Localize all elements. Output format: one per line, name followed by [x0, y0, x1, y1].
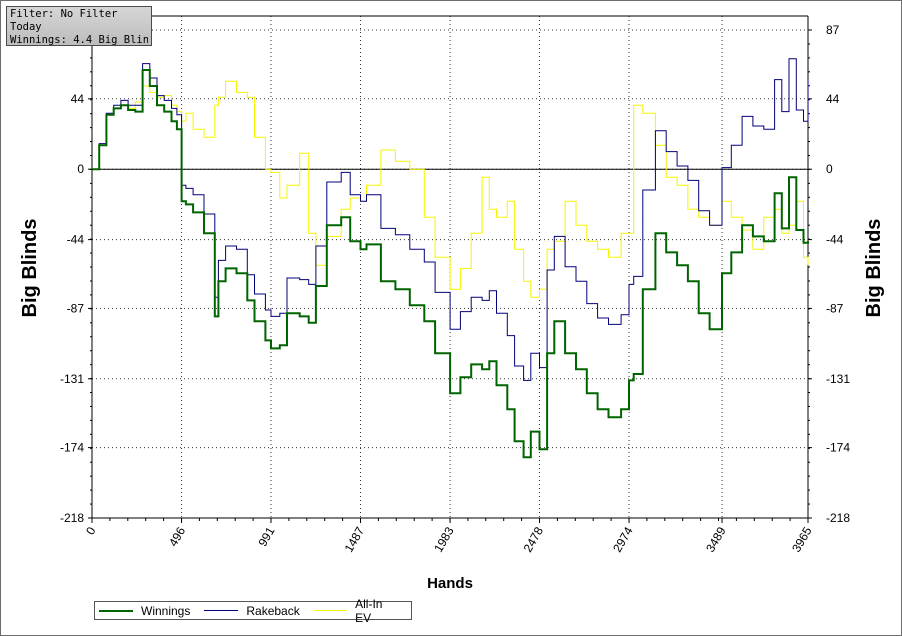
- y-tick-label-left: -131: [60, 372, 84, 386]
- x-tick-label: 3965: [789, 524, 815, 554]
- legend-swatch-winnings: [99, 609, 133, 612]
- winnings-summary: Winnings: 4.4 Big Blinds: [10, 34, 148, 46]
- y-tick-label-left: 44: [71, 92, 85, 106]
- legend-label-winnings: Winnings: [141, 603, 191, 618]
- y-tick-label-left: -218: [60, 511, 84, 525]
- legend-item-allin-ev: All-In EV: [313, 596, 401, 625]
- legend-swatch-rakeback: [204, 610, 239, 611]
- series-line-allin-ev: [92, 80, 809, 298]
- x-tick-label: 1983: [431, 524, 457, 554]
- legend-item-rakeback: Rakeback: [204, 603, 300, 618]
- legend-item-winnings: Winnings: [99, 604, 190, 618]
- y-tick-label-right: 44: [826, 92, 840, 106]
- legend: Winnings Rakeback All-In EV: [94, 597, 412, 625]
- x-tick-label: 0: [83, 524, 99, 537]
- x-axis-title: Hands: [427, 575, 473, 592]
- series-line-rakeback: [92, 58, 809, 381]
- x-tick-label: 2478: [521, 524, 547, 554]
- x-tick-label: 1487: [342, 524, 368, 554]
- x-tick-label: 2974: [610, 524, 636, 554]
- y-tick-label-right: -44: [826, 233, 844, 247]
- y-tick-label-right: -218: [826, 511, 850, 525]
- legend-label-rakeback: Rakeback: [246, 603, 300, 618]
- y-axis-title-right: Big Blinds: [863, 219, 885, 318]
- y-tick-label-right: -131: [826, 372, 850, 386]
- legend-swatch-allin-ev: [313, 610, 348, 611]
- y-axis-title-left: Big Blinds: [19, 219, 41, 318]
- y-tick-label-right: 87: [826, 23, 840, 37]
- y-tick-label-left: -87: [67, 301, 85, 315]
- y-tick-label-left: -174: [60, 441, 84, 455]
- x-tick-label: 496: [166, 524, 188, 549]
- period-label: Today: [10, 21, 42, 33]
- legend-label-allin-ev: All-In EV: [355, 596, 383, 625]
- x-tick-label: 991: [255, 524, 277, 549]
- y-tick-label-left: -44: [67, 233, 85, 247]
- y-tick-label-right: -87: [826, 301, 844, 315]
- filter-info-box: Filter: No Filter Today Winnings: 4.4 Bi…: [6, 6, 152, 46]
- series-line-winnings: [92, 69, 809, 459]
- filter-label: Filter: No Filter: [10, 8, 118, 20]
- y-tick-label-right: 0: [826, 162, 833, 176]
- y-tick-label-left: 0: [77, 162, 84, 176]
- y-tick-label-right: -174: [826, 441, 850, 455]
- x-tick-label: 3489: [703, 524, 729, 554]
